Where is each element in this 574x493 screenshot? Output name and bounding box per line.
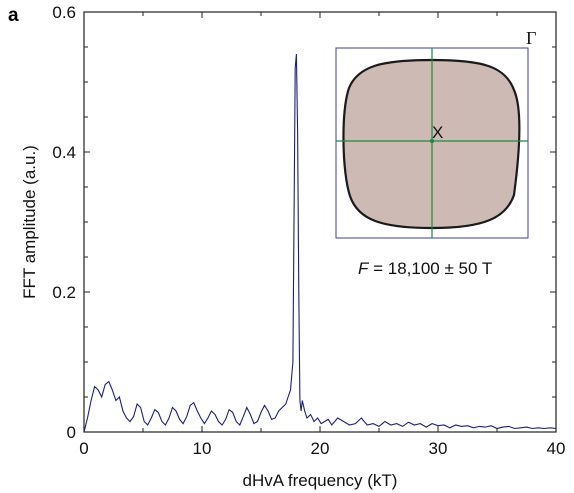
- frequency-annotation-variable: F: [358, 259, 370, 278]
- fermi-surface-inset: X Γ: [335, 28, 536, 239]
- x-axis-title: dHvA frequency (kT): [243, 471, 398, 490]
- gamma-point-label: Γ: [526, 28, 536, 48]
- panel-letter: a: [8, 5, 19, 26]
- x-tick-label: 10: [193, 439, 212, 458]
- frequency-annotation-value: = 18,100 ± 50 T: [368, 259, 492, 278]
- x-tick-label: 30: [429, 439, 448, 458]
- y-tick-label: 0.6: [52, 3, 76, 22]
- y-axis-title: FFT amplitude (a.u.): [20, 145, 39, 299]
- x-point-marker: [429, 138, 435, 144]
- y-tick-label: 0: [67, 423, 76, 442]
- fft-spectrum-line: [83, 53, 557, 433]
- y-tick-label: 0.4: [52, 143, 76, 162]
- x-tick-label: 40: [547, 439, 566, 458]
- axis-tick-labels: 0 10 20 30 40 0 0.2 0.4 0.6: [52, 3, 565, 458]
- x-point-label: X: [432, 123, 443, 142]
- fermi-surface-orbit-shape: [342, 58, 521, 230]
- y-tick-label: 0.2: [52, 283, 76, 302]
- x-tick-label: 20: [311, 439, 330, 458]
- frequency-annotation: F = 18,100 ± 50 T: [358, 259, 492, 278]
- axis-ticks: [83, 11, 557, 433]
- x-tick-label: 0: [79, 439, 88, 458]
